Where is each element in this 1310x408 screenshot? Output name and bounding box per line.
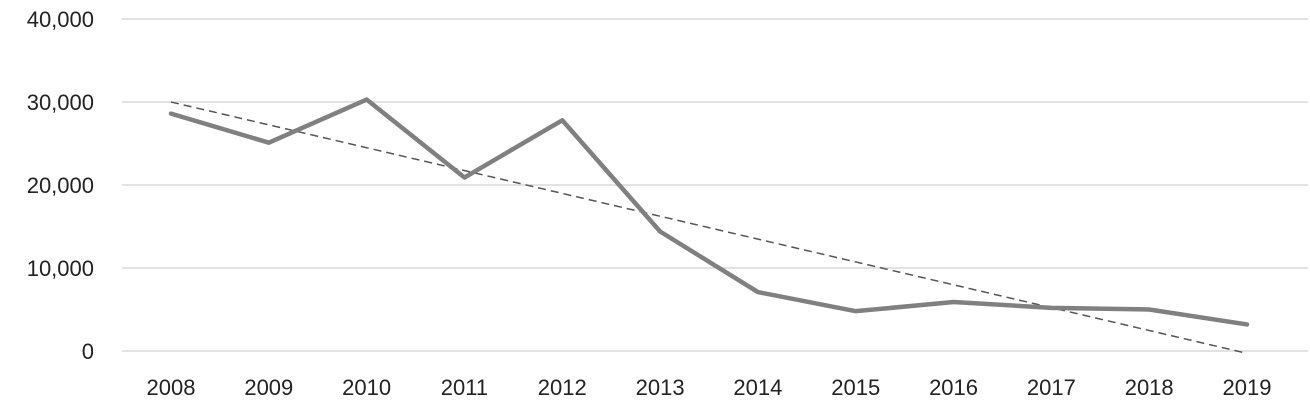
x-tick-label: 2017 — [1027, 375, 1076, 400]
x-axis-tick-labels: 2008 2009 2010 2011 2012 2013 2014 2015 2016 2017… — [147, 375, 1272, 400]
x-tick-label: 2009 — [244, 375, 293, 400]
y-tick-label: 0 — [82, 339, 94, 364]
x-tick-label: 2008 — [147, 375, 196, 400]
trendline-group — [170, 101, 1248, 355]
x-tick-label: 2019 — [1223, 375, 1272, 400]
x-tick-label: 2015 — [831, 375, 880, 400]
x-tick-label: 2016 — [929, 375, 978, 400]
x-tick-label: 2011 — [441, 375, 488, 400]
gridlines — [122, 18, 1308, 352]
y-tick-label: 40,000 — [27, 7, 94, 32]
x-tick-label: 2018 — [1125, 375, 1174, 400]
x-tick-label: 2013 — [636, 375, 685, 400]
y-tick-label: 30,000 — [27, 90, 94, 115]
trendline — [170, 101, 1248, 355]
y-axis-tick-labels: 0 10,000 20,000 30,000 40,000 — [27, 7, 94, 364]
x-tick-label: 2012 — [538, 375, 587, 400]
y-tick-label: 20,000 — [27, 173, 94, 198]
series-line — [168, 97, 1250, 327]
x-tick-label: 2014 — [733, 375, 782, 400]
x-tick-label: 2010 — [342, 375, 391, 400]
series-group — [168, 97, 1250, 327]
y-tick-label: 10,000 — [27, 256, 94, 281]
